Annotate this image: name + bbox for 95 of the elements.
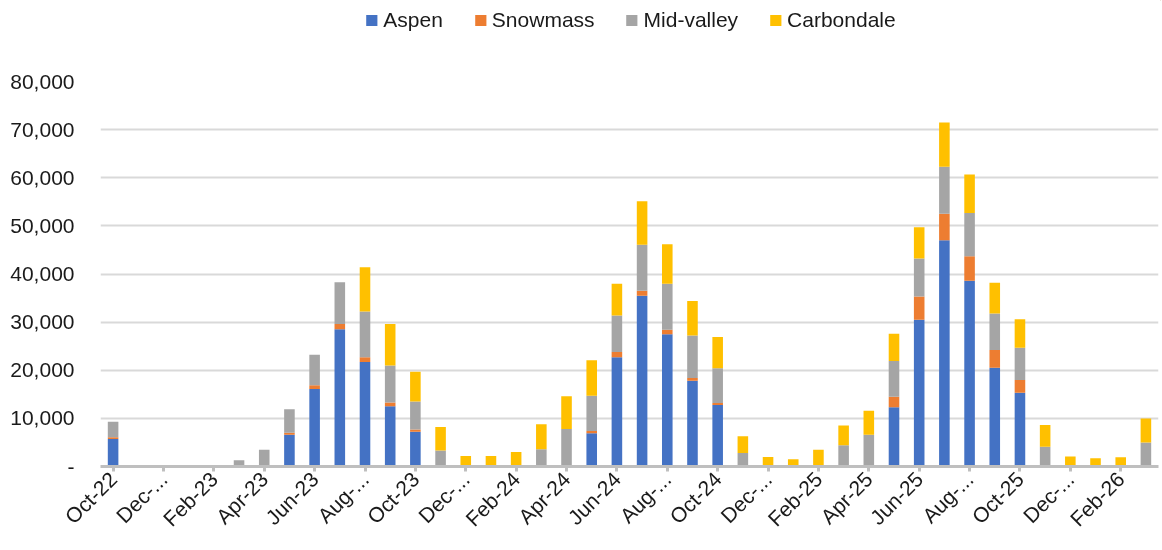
bar — [636, 201, 648, 245]
bar — [939, 240, 950, 467]
bar — [888, 361, 900, 397]
bar — [838, 425, 849, 446]
legend-label: Mid-valley — [643, 8, 739, 32]
bar — [939, 166, 950, 214]
bar — [536, 449, 547, 467]
bar — [888, 407, 900, 467]
bar — [712, 368, 723, 403]
y-tick-label: 50,000 — [10, 213, 75, 237]
bar — [687, 380, 698, 467]
y-tick-label: 70,000 — [10, 117, 75, 141]
bar — [964, 280, 975, 467]
bar — [1115, 457, 1126, 467]
bar — [284, 434, 295, 467]
bar — [687, 377, 698, 381]
bar — [712, 337, 723, 369]
bar — [586, 360, 597, 396]
legend-label: Snowmass — [491, 8, 595, 32]
bar — [334, 282, 346, 325]
bar — [813, 449, 824, 467]
bar — [1140, 442, 1152, 467]
bar — [384, 324, 396, 366]
bar — [309, 385, 320, 390]
y-tick-label: 20,000 — [10, 358, 75, 382]
bar — [359, 357, 371, 363]
bar — [384, 365, 396, 403]
bar — [107, 421, 119, 438]
bar — [435, 427, 446, 451]
bar — [359, 362, 371, 467]
bar — [410, 371, 421, 402]
bar — [939, 213, 950, 241]
bar — [1014, 319, 1026, 348]
bar — [964, 174, 975, 213]
bar — [687, 300, 698, 336]
bar — [334, 329, 346, 467]
bar — [939, 122, 950, 167]
bar — [258, 449, 270, 467]
bar — [435, 450, 446, 467]
bar — [561, 396, 572, 429]
bar — [687, 335, 698, 378]
bar — [964, 256, 975, 281]
bar — [410, 429, 421, 432]
y-tick-label: 80,000 — [10, 69, 75, 93]
bar — [107, 439, 119, 467]
bar — [913, 296, 925, 320]
bar — [913, 227, 925, 259]
bar — [838, 445, 849, 467]
bar — [662, 244, 673, 284]
bar — [611, 283, 623, 316]
bar — [359, 311, 371, 358]
bar — [989, 350, 1001, 368]
y-tick-label: - — [67, 454, 75, 478]
bar — [309, 389, 320, 467]
bar — [1140, 418, 1152, 443]
y-tick-label: 10,000 — [10, 406, 75, 430]
bar — [636, 295, 648, 467]
bar — [913, 319, 925, 467]
bar — [586, 395, 597, 431]
bar — [284, 409, 295, 433]
bar — [309, 354, 320, 386]
bar — [359, 267, 371, 312]
bar — [536, 424, 547, 450]
bar — [888, 333, 900, 362]
bar — [384, 402, 396, 407]
y-tick-label: 40,000 — [10, 262, 75, 285]
bar — [636, 244, 648, 291]
bar — [611, 315, 623, 352]
bar — [737, 436, 749, 454]
bar — [989, 282, 1001, 314]
bar — [410, 401, 421, 430]
bar — [611, 357, 623, 467]
y-tick-label: 60,000 — [10, 165, 75, 189]
bar — [989, 313, 1001, 351]
legend-label: Aspen — [383, 8, 443, 32]
bar — [561, 428, 572, 467]
bar — [1014, 379, 1026, 393]
bar — [384, 406, 396, 467]
bar — [964, 212, 975, 257]
bar — [662, 334, 673, 467]
bar — [913, 258, 925, 297]
bar — [989, 367, 1001, 467]
bar — [636, 290, 648, 296]
bar — [1065, 456, 1076, 467]
bar — [712, 404, 723, 467]
bar — [863, 410, 875, 435]
bar — [1014, 392, 1026, 467]
bar — [586, 433, 597, 467]
bar — [410, 431, 421, 467]
bar — [662, 283, 673, 330]
bar — [1014, 347, 1026, 380]
bar — [1039, 425, 1051, 447]
y-tick-label: 30,000 — [10, 310, 75, 334]
legend-label: Carbondale — [787, 8, 896, 32]
bar — [662, 329, 673, 335]
